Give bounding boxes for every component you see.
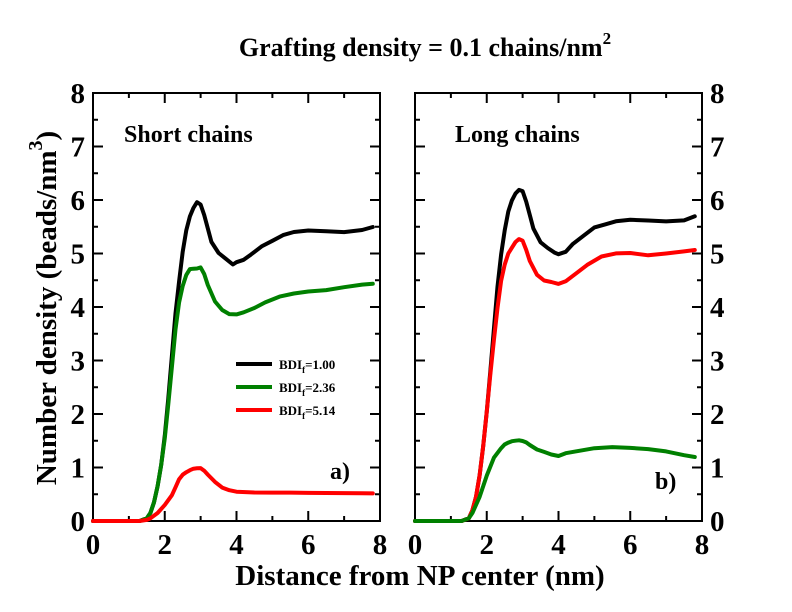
y-tick-label-a: 2 [71,399,86,431]
y-tick-label-a: 4 [71,292,86,324]
y-tick-label-b: 5 [710,239,725,271]
series-line-b-3 [413,438,697,523]
panel-a-label: Short chains [124,122,253,148]
panel-a-series [91,200,375,523]
y-tick-label-a: 7 [71,132,86,164]
x-tick-label-b: 8 [695,529,710,561]
x-tick-label-a: 6 [301,529,316,561]
y-axis-label-close: ) [31,131,63,141]
x-tick-label-b: 6 [623,529,638,561]
x-tick-label-a: 0 [86,529,101,561]
y-tick-label-b: 8 [710,78,725,110]
panel-b-series [413,187,697,523]
legend-entry-2: BDIf=2.36 [236,380,336,398]
y-tick-label-b: 0 [710,506,725,538]
y-tick-label-b: 6 [710,185,725,217]
y-tick-label-b: 3 [710,346,725,378]
panel-a-frame [92,92,381,522]
y-tick-label-a: 5 [71,239,86,271]
x-axis-label: Distance from NP center (nm) [235,560,604,592]
x-tick-label-b: 4 [551,529,566,561]
y-tick-label-a: 6 [71,185,86,217]
y-tick-label-a: 3 [71,346,86,378]
y-tick-label-b: 2 [710,399,725,431]
x-tick-label-a: 2 [158,529,173,561]
panel-b-tag: b) [655,469,676,495]
legend-entry-3: BDIf=5.14 [236,403,336,421]
series-line-a-2 [91,265,375,523]
y-tick-label-a: 1 [71,453,86,485]
x-tick-label-a: 4 [229,529,244,561]
series-line-b-1 [413,187,697,523]
y-tick-label-a: 8 [71,78,86,110]
chart-title-superscript: 2 [603,29,612,48]
y-tick-label-b: 7 [710,132,725,164]
panel-b-label: Long chains [455,122,580,148]
x-tick-label-a: 8 [373,529,388,561]
y-tick-label-b: 1 [710,453,725,485]
x-tick-label-b: 0 [408,529,423,561]
x-tick-label-b: 2 [480,529,495,561]
series-line-a-3 [91,466,375,523]
series-line-b-2 [413,237,697,523]
y-axis-label: Number density (beads/nm3) [25,131,63,485]
legend-entry-1: BDIf=1.00 [236,357,335,375]
legend-label-2: BDIf=2.36 [279,380,336,398]
legend-label-1: BDIf=1.00 [279,357,335,375]
chart-title: Grafting density = 0.1 chains/nm2 [239,29,611,62]
panel-a-tag: a) [330,459,350,485]
legend-label-3: BDIf=5.14 [279,403,336,421]
panel-a-axes: 0 2 4 6 8 0 1 2 3 4 5 6 7 8 [71,78,388,561]
y-tick-label-b: 4 [710,292,725,324]
panel-a: Short chains a) 0 2 4 6 8 0 1 2 3 4 5 6 7 8 BDIf=1.00… [71,78,388,561]
legend: BDIf=1.00 BDIf=2.36 BDIf=5.14 [236,357,336,421]
y-axis-label-superscript: 3 [25,141,47,151]
y-tick-label-a: 0 [71,506,86,538]
